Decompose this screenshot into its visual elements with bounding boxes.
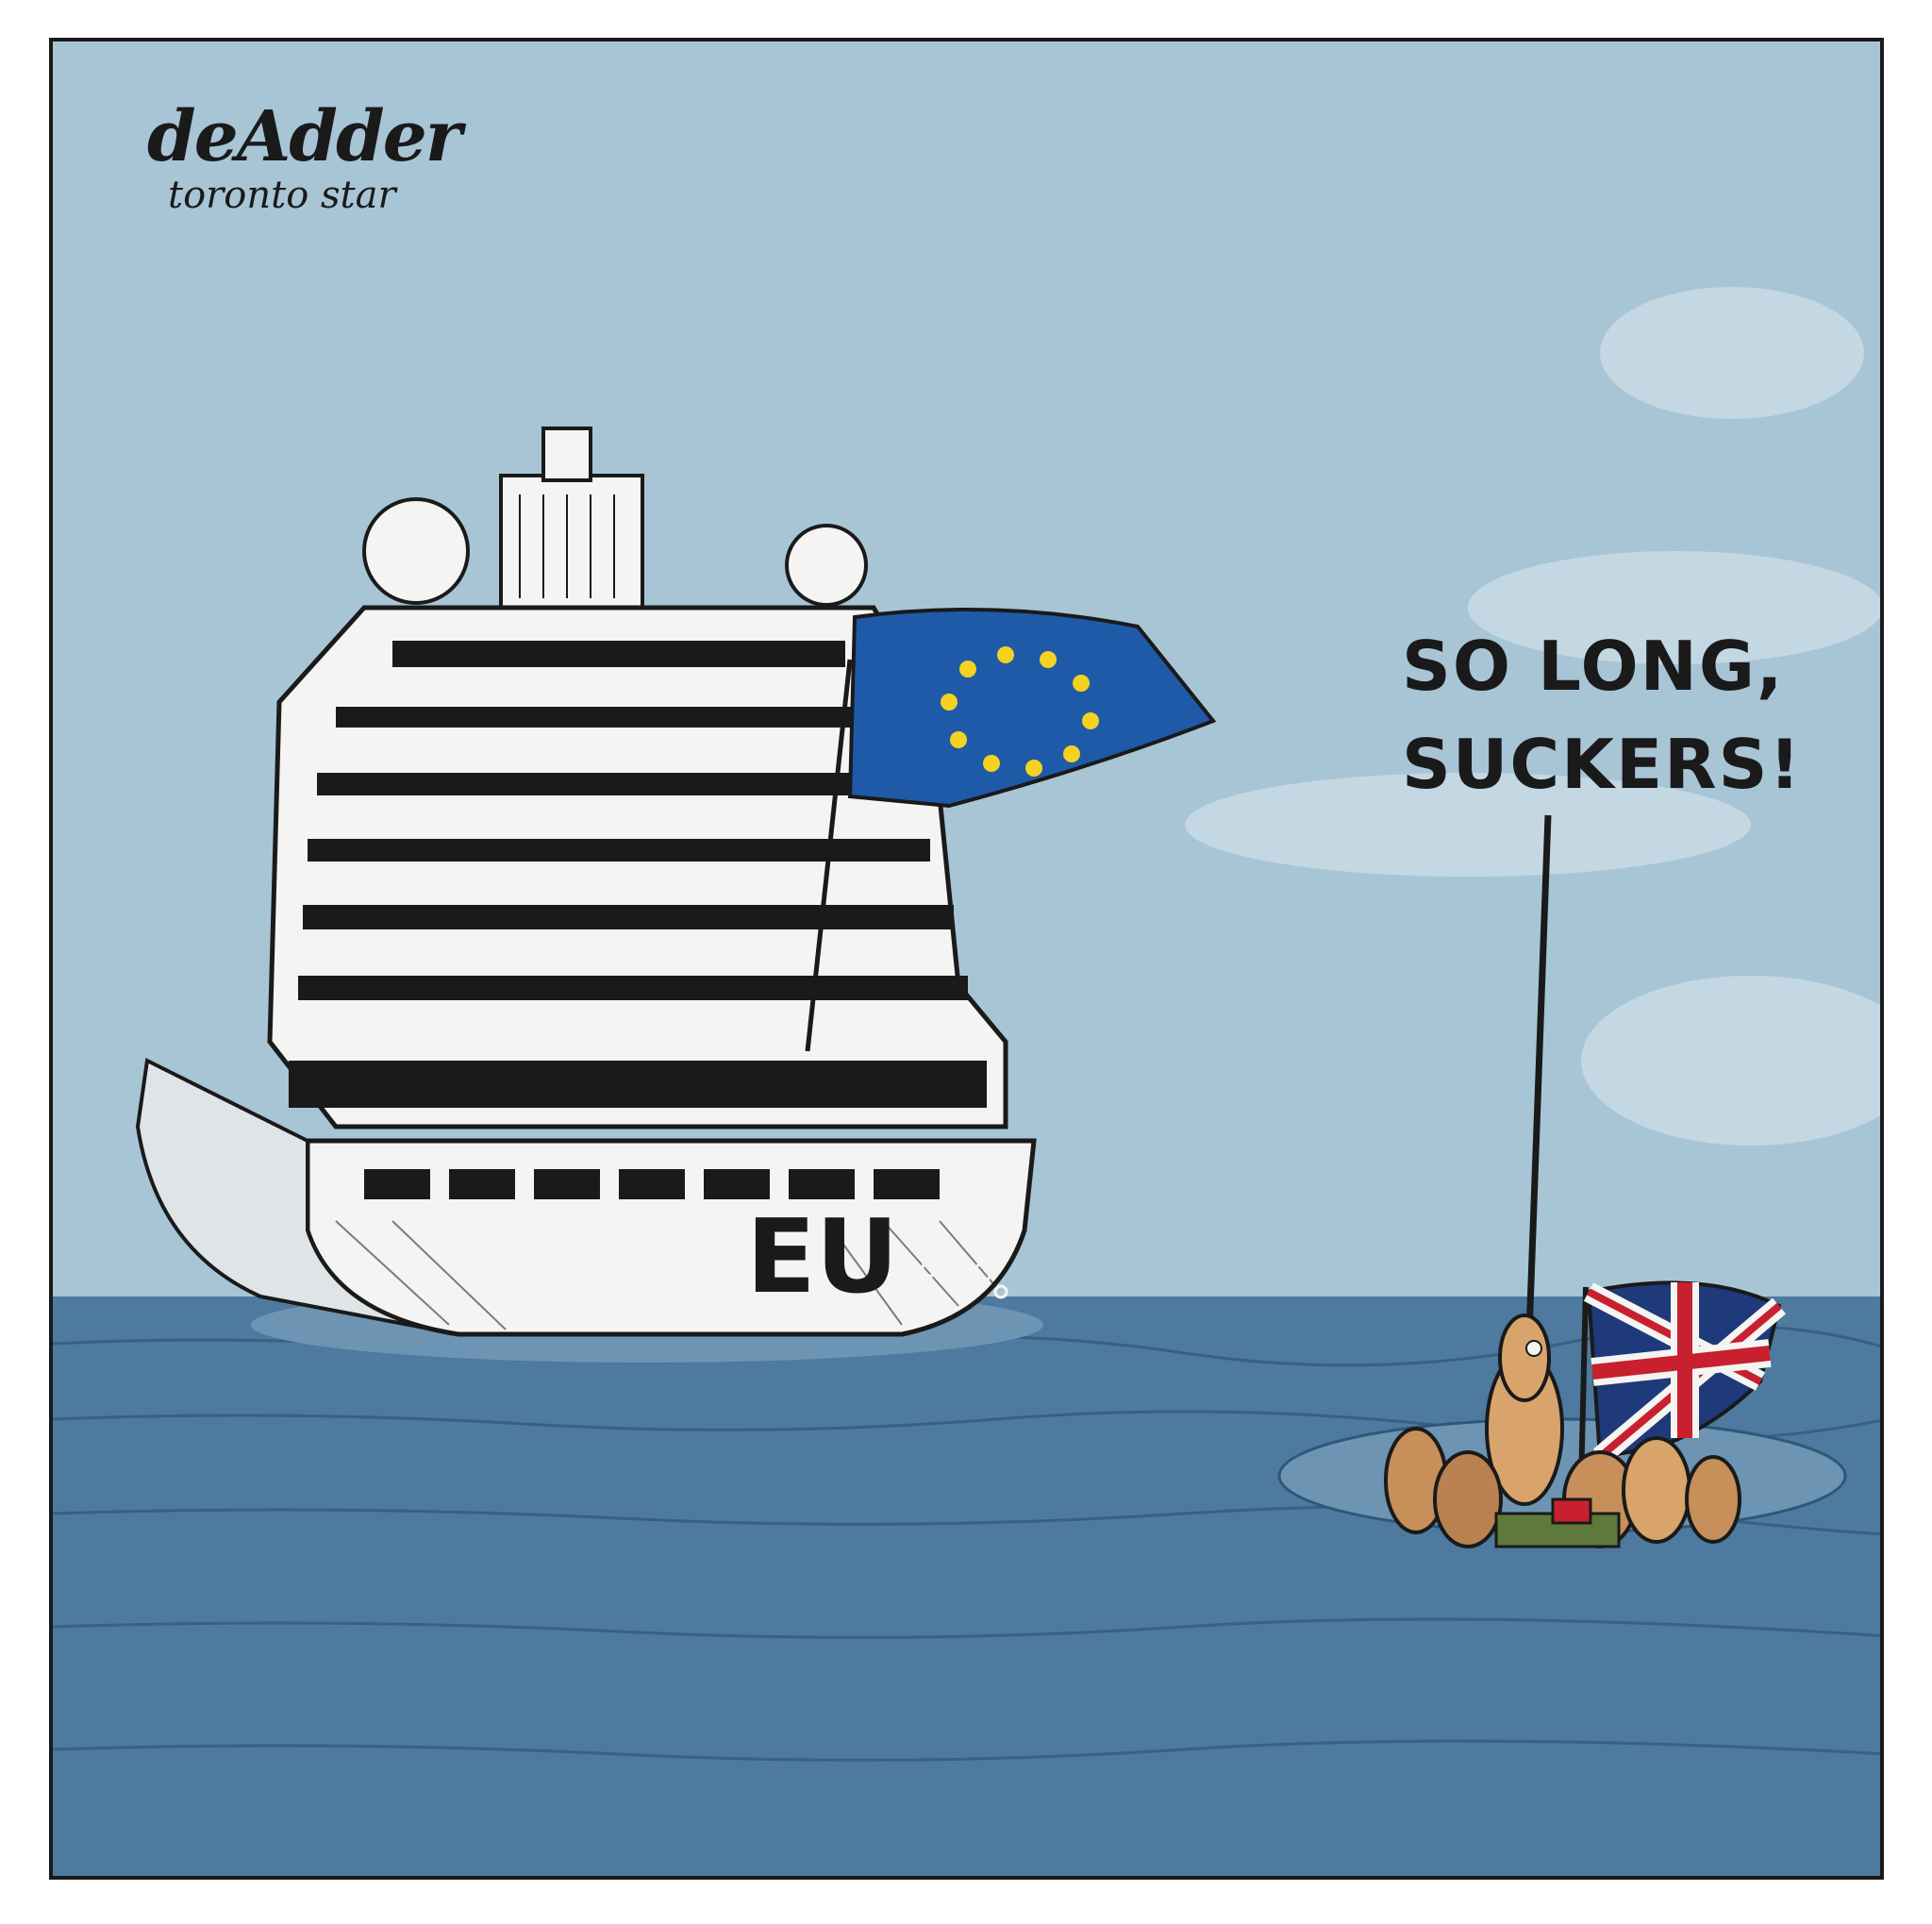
hull-shadow-side <box>135 1057 459 1336</box>
artist-name: deAdder <box>147 96 462 177</box>
union-jack-icon <box>1583 1280 1787 1465</box>
speech-tail <box>1525 814 1552 1335</box>
cartoon-illustration: EU <box>53 42 1880 1876</box>
deck-stripes <box>289 641 987 1108</box>
speech-text: SO LONG, SUCKERS! <box>1402 617 1880 813</box>
clouds <box>1185 287 1880 1146</box>
speech-line-1: SO LONG, <box>1402 627 1785 706</box>
radar-dome-left <box>362 497 470 605</box>
hull-hatching <box>335 1220 997 1330</box>
cartoon-panel: EU <box>49 38 1884 1880</box>
hull-label: EU <box>746 1198 898 1316</box>
funnel-tower <box>499 474 644 610</box>
artist-signature: deAdder toronto star <box>147 96 462 217</box>
cruise-ship: EU <box>135 427 1217 1337</box>
speech-line-2: SUCKERS! <box>1402 725 1803 804</box>
eu-flagpole <box>805 659 853 1052</box>
sea <box>53 1297 1880 1876</box>
eu-flag-icon <box>847 608 1217 809</box>
propeller-bubbles <box>894 1259 1008 1299</box>
radar-dome-right <box>785 524 868 607</box>
uk-flagpole <box>1578 1286 1589 1486</box>
publication-name: toronto star <box>168 174 396 217</box>
passengers <box>1384 1313 1741 1548</box>
uk-raft <box>1277 1280 1847 1548</box>
hull-windows <box>364 1169 940 1199</box>
